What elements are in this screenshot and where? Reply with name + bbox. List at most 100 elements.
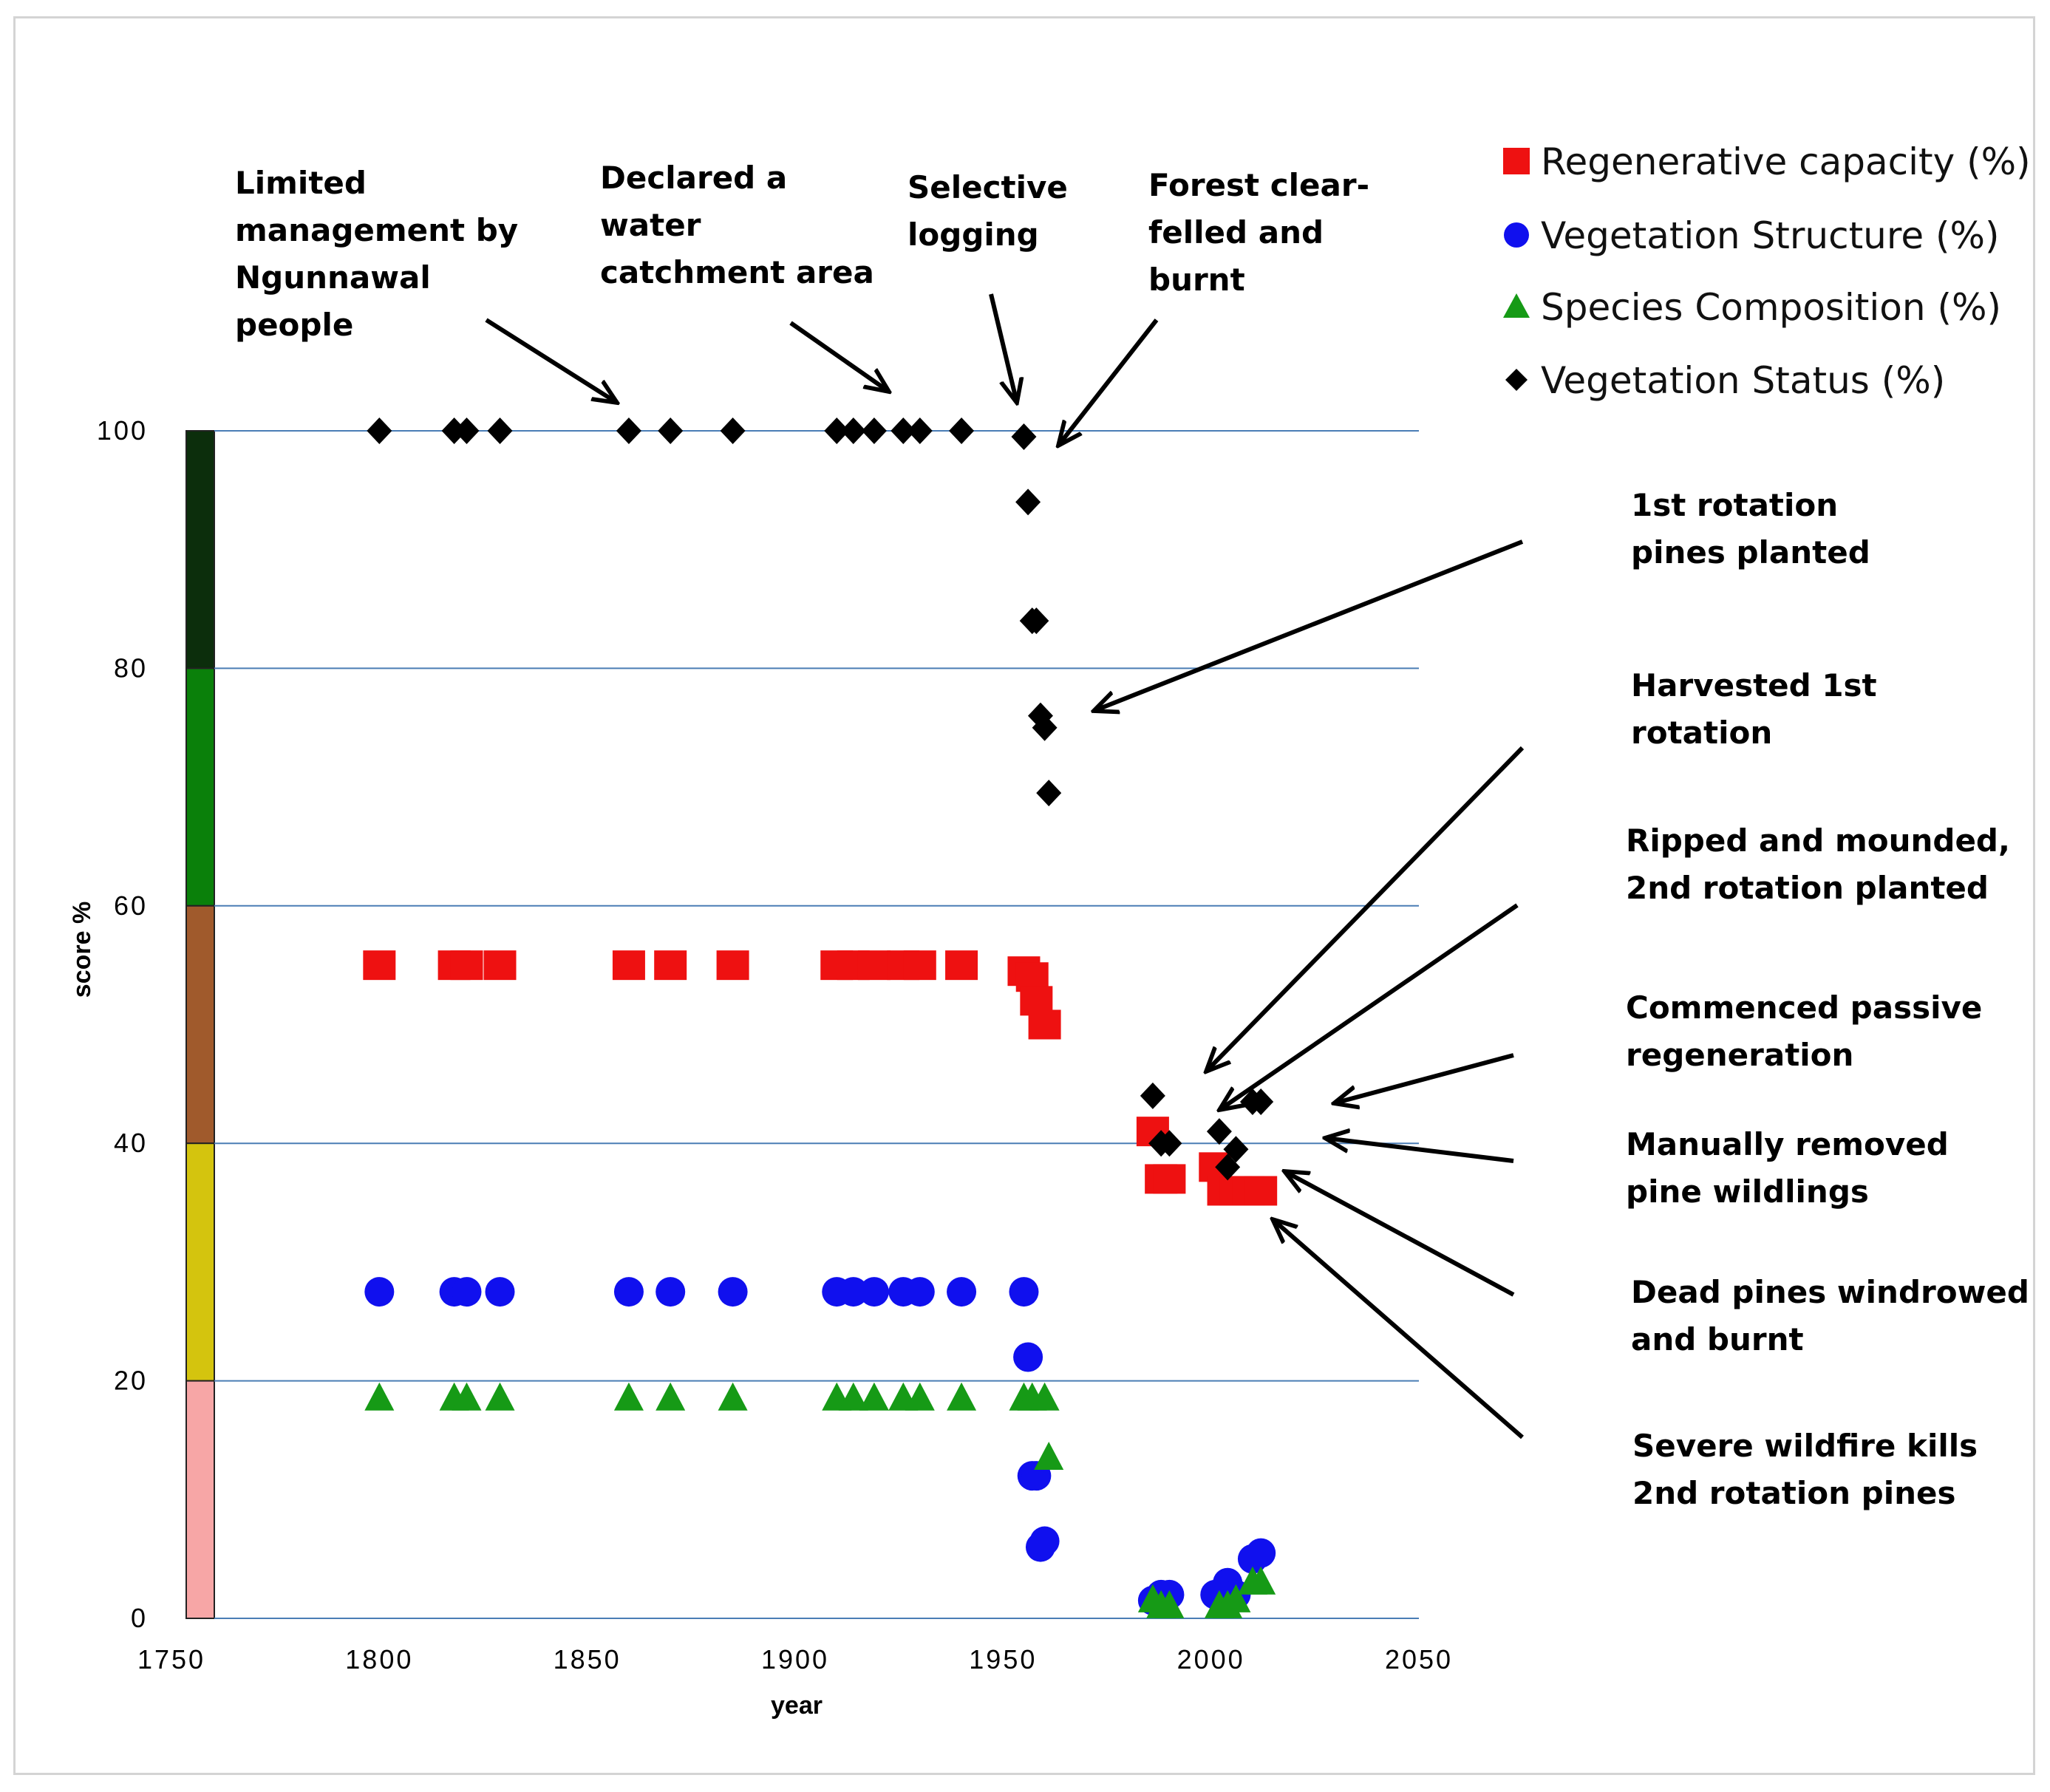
point-species-composition (1246, 1566, 1276, 1595)
score-band-bar (185, 430, 215, 1619)
point-species-composition (364, 1382, 395, 1411)
point-vegetation-structure (905, 1277, 935, 1307)
point-vegetation-structure (1009, 1277, 1039, 1307)
annotation-arrow (1334, 1053, 1514, 1103)
point-regenerative-capacity (857, 950, 891, 981)
point-vegetation-status (658, 418, 684, 444)
y-tick-label: 0 (131, 1603, 148, 1633)
point-species-composition (1221, 1584, 1251, 1612)
point-vegetation-structure (364, 1277, 395, 1307)
point-vegetation-status (1032, 714, 1058, 741)
point-vegetation-structure (947, 1277, 977, 1307)
point-regenerative-capacity (945, 950, 978, 981)
point-vegetation-structure (859, 1277, 889, 1307)
series-triangle (364, 1382, 1276, 1618)
point-vegetation-status (720, 418, 746, 444)
annotation-label: Manually removed pine wildlings (1626, 1126, 1949, 1210)
legend-label: Species Composition (%) (1541, 286, 2001, 329)
annotation-label: Ripped and mounded, 2nd rotation planted (1626, 822, 2010, 906)
point-vegetation-status (907, 418, 933, 444)
y-axis-title: score % (68, 902, 96, 998)
annotations: Limited management by Ngunnawal people Decla… (235, 160, 2029, 1511)
point-vegetation-structure (452, 1277, 482, 1307)
score-band-0-20 (185, 1380, 215, 1619)
point-vegetation-status (454, 418, 480, 444)
y-tick-label: 100 (97, 415, 148, 446)
y-tick-label: 20 (114, 1366, 148, 1396)
legend-marker-square (1503, 148, 1530, 174)
legend-label: Vegetation Structure (%) (1541, 214, 2000, 257)
point-species-composition (905, 1382, 935, 1411)
point-regenerative-capacity (716, 950, 749, 981)
point-vegetation-status (1206, 1118, 1232, 1145)
point-vegetation-structure (838, 1277, 868, 1307)
point-regenerative-capacity (483, 950, 517, 981)
point-regenerative-capacity (612, 950, 645, 981)
score-band-60-80 (185, 667, 215, 907)
annotation-arrow (1058, 318, 1159, 446)
legend: Regenerative capacity (%) Vegetation Stru… (1503, 140, 2031, 402)
point-vegetation-status (1140, 1082, 1165, 1109)
annotation-arrow (1273, 1219, 1524, 1440)
point-species-composition (485, 1382, 515, 1411)
annotation-label: Selective logging (907, 169, 1068, 253)
point-regenerative-capacity (450, 950, 483, 981)
point-vegetation-status (949, 418, 975, 444)
point-species-composition (452, 1382, 482, 1411)
point-vegetation-structure (613, 1277, 644, 1307)
point-regenerative-capacity (903, 950, 936, 981)
x-tick-label: 1900 (761, 1644, 829, 1675)
point-regenerative-capacity (654, 950, 687, 981)
y-axis: 0 20 40 60 80 100 (97, 415, 148, 1633)
point-vegetation-status (1248, 1088, 1274, 1115)
legend-label: Regenerative capacity (%) (1541, 140, 2031, 183)
y-tick-label: 80 (114, 653, 148, 683)
point-vegetation-status (487, 418, 513, 444)
point-vegetation-status (616, 418, 641, 444)
point-vegetation-status (1036, 780, 1062, 807)
point-species-composition (838, 1382, 868, 1411)
annotation-arrow (1284, 1171, 1515, 1297)
point-vegetation-structure (1013, 1342, 1043, 1372)
annotation-label: 1st rotation pines planted (1631, 487, 1870, 570)
point-vegetation-structure (655, 1277, 686, 1307)
point-vegetation-status (840, 418, 866, 444)
annotation-arrow (789, 321, 889, 392)
x-tick-label: 1950 (969, 1644, 1037, 1675)
legend-label: Vegetation Status (%) (1541, 359, 1945, 402)
annotation-label: Dead pines windrowed and burnt (1631, 1274, 2029, 1357)
point-species-composition (1154, 1590, 1185, 1618)
point-vegetation-structure (1246, 1538, 1276, 1568)
point-regenerative-capacity (1028, 1009, 1061, 1040)
point-species-composition (655, 1382, 686, 1411)
point-vegetation-status (1215, 1154, 1241, 1181)
score-band-80-100 (185, 430, 215, 670)
point-species-composition (1034, 1442, 1064, 1471)
annotation-arrow (1094, 539, 1524, 711)
legend-marker-diamond (1505, 369, 1528, 391)
x-tick-label: 1850 (554, 1644, 622, 1675)
point-vegetation-status (1157, 1130, 1182, 1157)
annotation-label: Declared a water catchment area (600, 160, 874, 290)
data-series (363, 418, 1278, 1618)
point-vegetation-structure (1029, 1526, 1060, 1556)
annotation-arrow (1325, 1138, 1514, 1163)
x-tick-label: 1750 (137, 1644, 205, 1675)
annotation-label: Commenced passive regeneration (1626, 989, 1982, 1073)
point-regenerative-capacity (1244, 1176, 1278, 1206)
y-tick-label: 60 (114, 890, 148, 921)
series-diamond (367, 418, 1274, 1181)
point-vegetation-status (1015, 488, 1041, 516)
point-species-composition (613, 1382, 644, 1411)
annotation-label: Forest clear-felled and burnt (1148, 167, 1369, 298)
annotation-label: Harvested 1st rotation (1631, 667, 1877, 751)
point-vegetation-status (1223, 1136, 1249, 1163)
annotation-arrow (1206, 746, 1525, 1072)
annotation-arrow (485, 318, 617, 403)
legend-marker-circle (1504, 222, 1529, 248)
score-band-20-40 (185, 1142, 215, 1382)
annotation-arrow (1219, 903, 1519, 1110)
point-vegetation-status (824, 418, 850, 444)
point-vegetation-status (861, 418, 887, 444)
